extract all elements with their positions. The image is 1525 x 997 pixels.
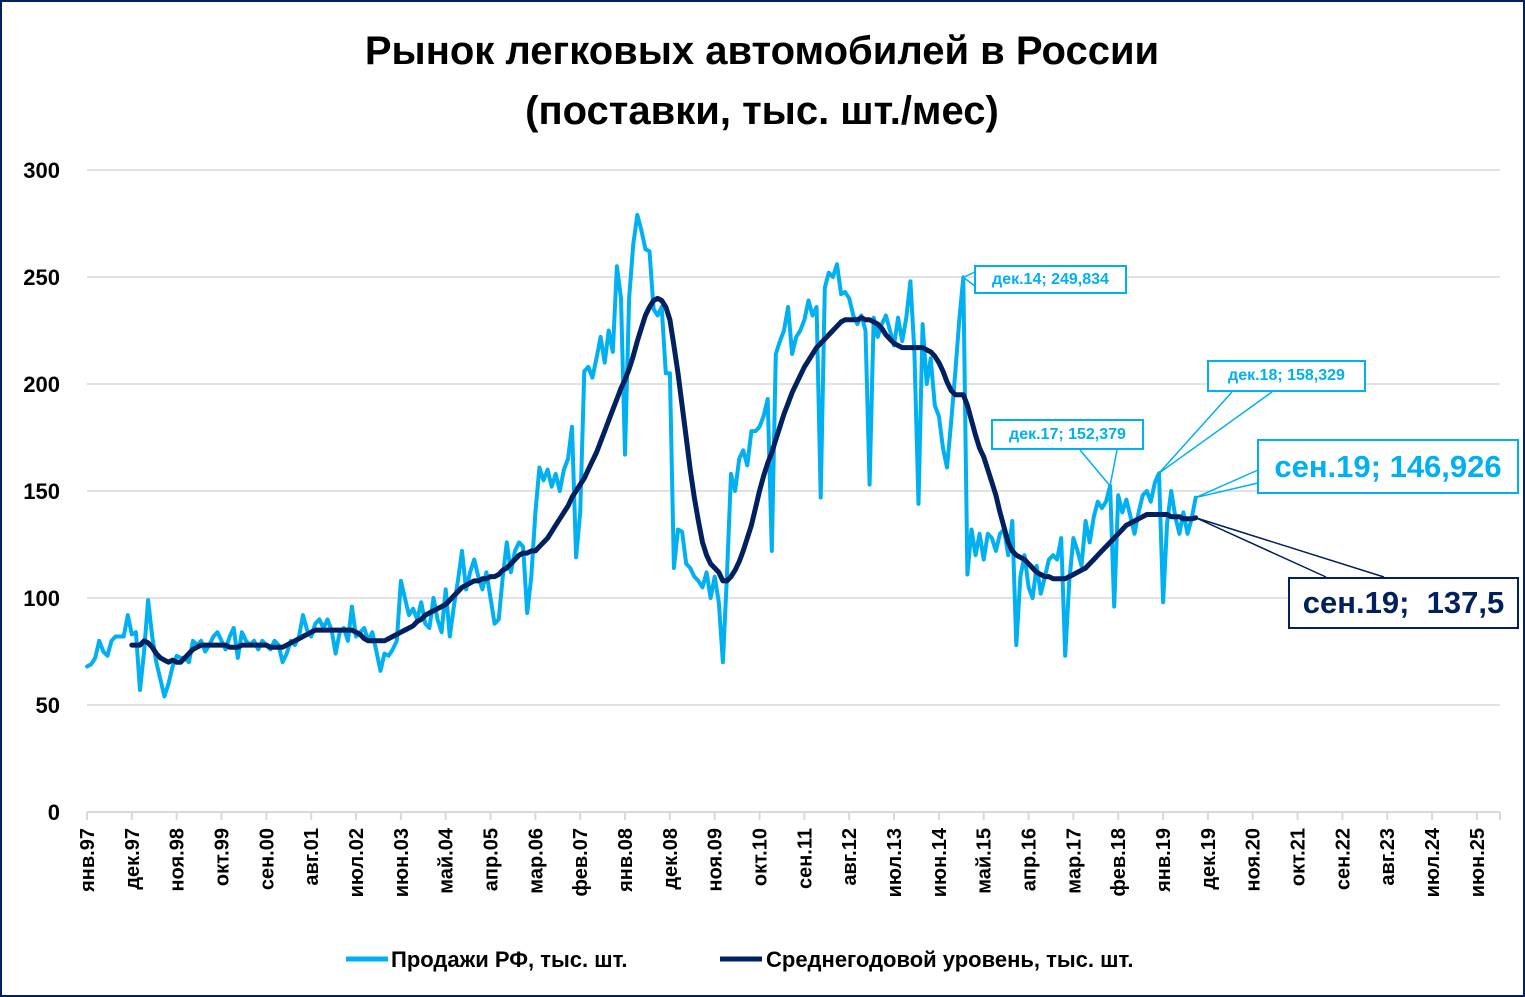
x-tick-label: июн.25 [1467,828,1489,897]
callout-dec17: дек.17; 152,379 [991,419,1144,450]
callout-dec14: дек.14; 249,834 [974,265,1127,294]
x-tick-label: июл.02 [346,828,368,897]
x-tick-label: апр.05 [481,828,503,891]
callout-pointer [1195,469,1259,499]
callout-pointer [1158,391,1273,474]
x-tick-label: окт.99 [212,828,234,886]
y-tick-label: 200 [23,372,60,397]
x-tick-label: июн.03 [391,828,413,897]
x-tick-label: июл.13 [884,828,906,897]
x-tick-label: янв.19 [1153,828,1175,893]
x-tick-label: июн.14 [929,827,951,897]
x-axis: янв.97 дек.97 ноя.98 окт.99 сен.00 авг.01 июл.… [77,811,1501,897]
x-tick-label: ноя.98 [167,828,189,892]
y-tick-label: 100 [23,586,60,611]
chart-title-line-1: Рынок легковых автомобилей в России [365,29,1159,73]
callout-sep19-sales: сен.19; 146,926 [1257,439,1519,494]
x-tick-label: сен.11 [794,828,816,889]
y-tick-label: 0 [48,800,60,825]
legend-label-average: Среднегодовой уровень, тыс. шт. [766,947,1133,972]
x-tick-label: фев.07 [570,828,592,896]
callout-pointers [961,271,1385,578]
x-tick-label: мар.06 [525,828,547,894]
y-tick-label: 300 [23,158,60,183]
average-line [129,295,1199,665]
x-tick-label: авг.12 [839,828,861,886]
y-tick-label: 50 [36,693,60,718]
series-lines [85,212,1199,699]
x-tick-label: июл.24 [1422,827,1444,897]
x-tick-label: янв.08 [615,828,637,893]
x-tick-label: сен.00 [256,828,278,890]
x-tick-label: май.04 [436,827,458,894]
y-tick-label: 250 [23,265,60,290]
x-tick-label: окт.21 [1288,828,1310,886]
callout-pointer [1079,449,1118,488]
x-tick-label: дек.19 [1198,828,1220,890]
x-tick-label: ноя.09 [705,828,727,892]
legend: Продажи РФ, тыс. шт. Среднегодовой урове… [346,947,1133,972]
x-tick-label: янв.97 [77,828,99,893]
y-tick-label: 150 [23,479,60,504]
callout-pointer [961,271,976,287]
chart-title-line-2: (поставки, тыс. шт./мес) [525,89,999,133]
x-tick-label: фев.18 [1108,828,1130,896]
callout-dec18: дек.18; 158,329 [1207,360,1366,392]
y-axis-ticks: 0 50 100 150 200 250 300 [23,158,60,825]
x-tick-label: дек.97 [122,828,144,890]
x-tick-label: окт.10 [750,828,772,886]
x-tick-label: апр.16 [1019,828,1041,891]
x-tick-label: май.15 [974,828,996,894]
callout-sep19-average: сен.19; 137,5 [1288,577,1519,629]
legend-label-sales: Продажи РФ, тыс. шт. [391,947,628,972]
x-tick-label: сен.22 [1332,828,1354,890]
x-tick-label: авг.23 [1377,828,1399,886]
x-tick-label: дек.08 [660,828,682,890]
callout-pointer [1195,517,1385,578]
x-tick-label: ноя.20 [1243,828,1265,892]
x-tick-label: мар.17 [1063,828,1085,894]
x-tick-label: авг.01 [301,828,323,886]
